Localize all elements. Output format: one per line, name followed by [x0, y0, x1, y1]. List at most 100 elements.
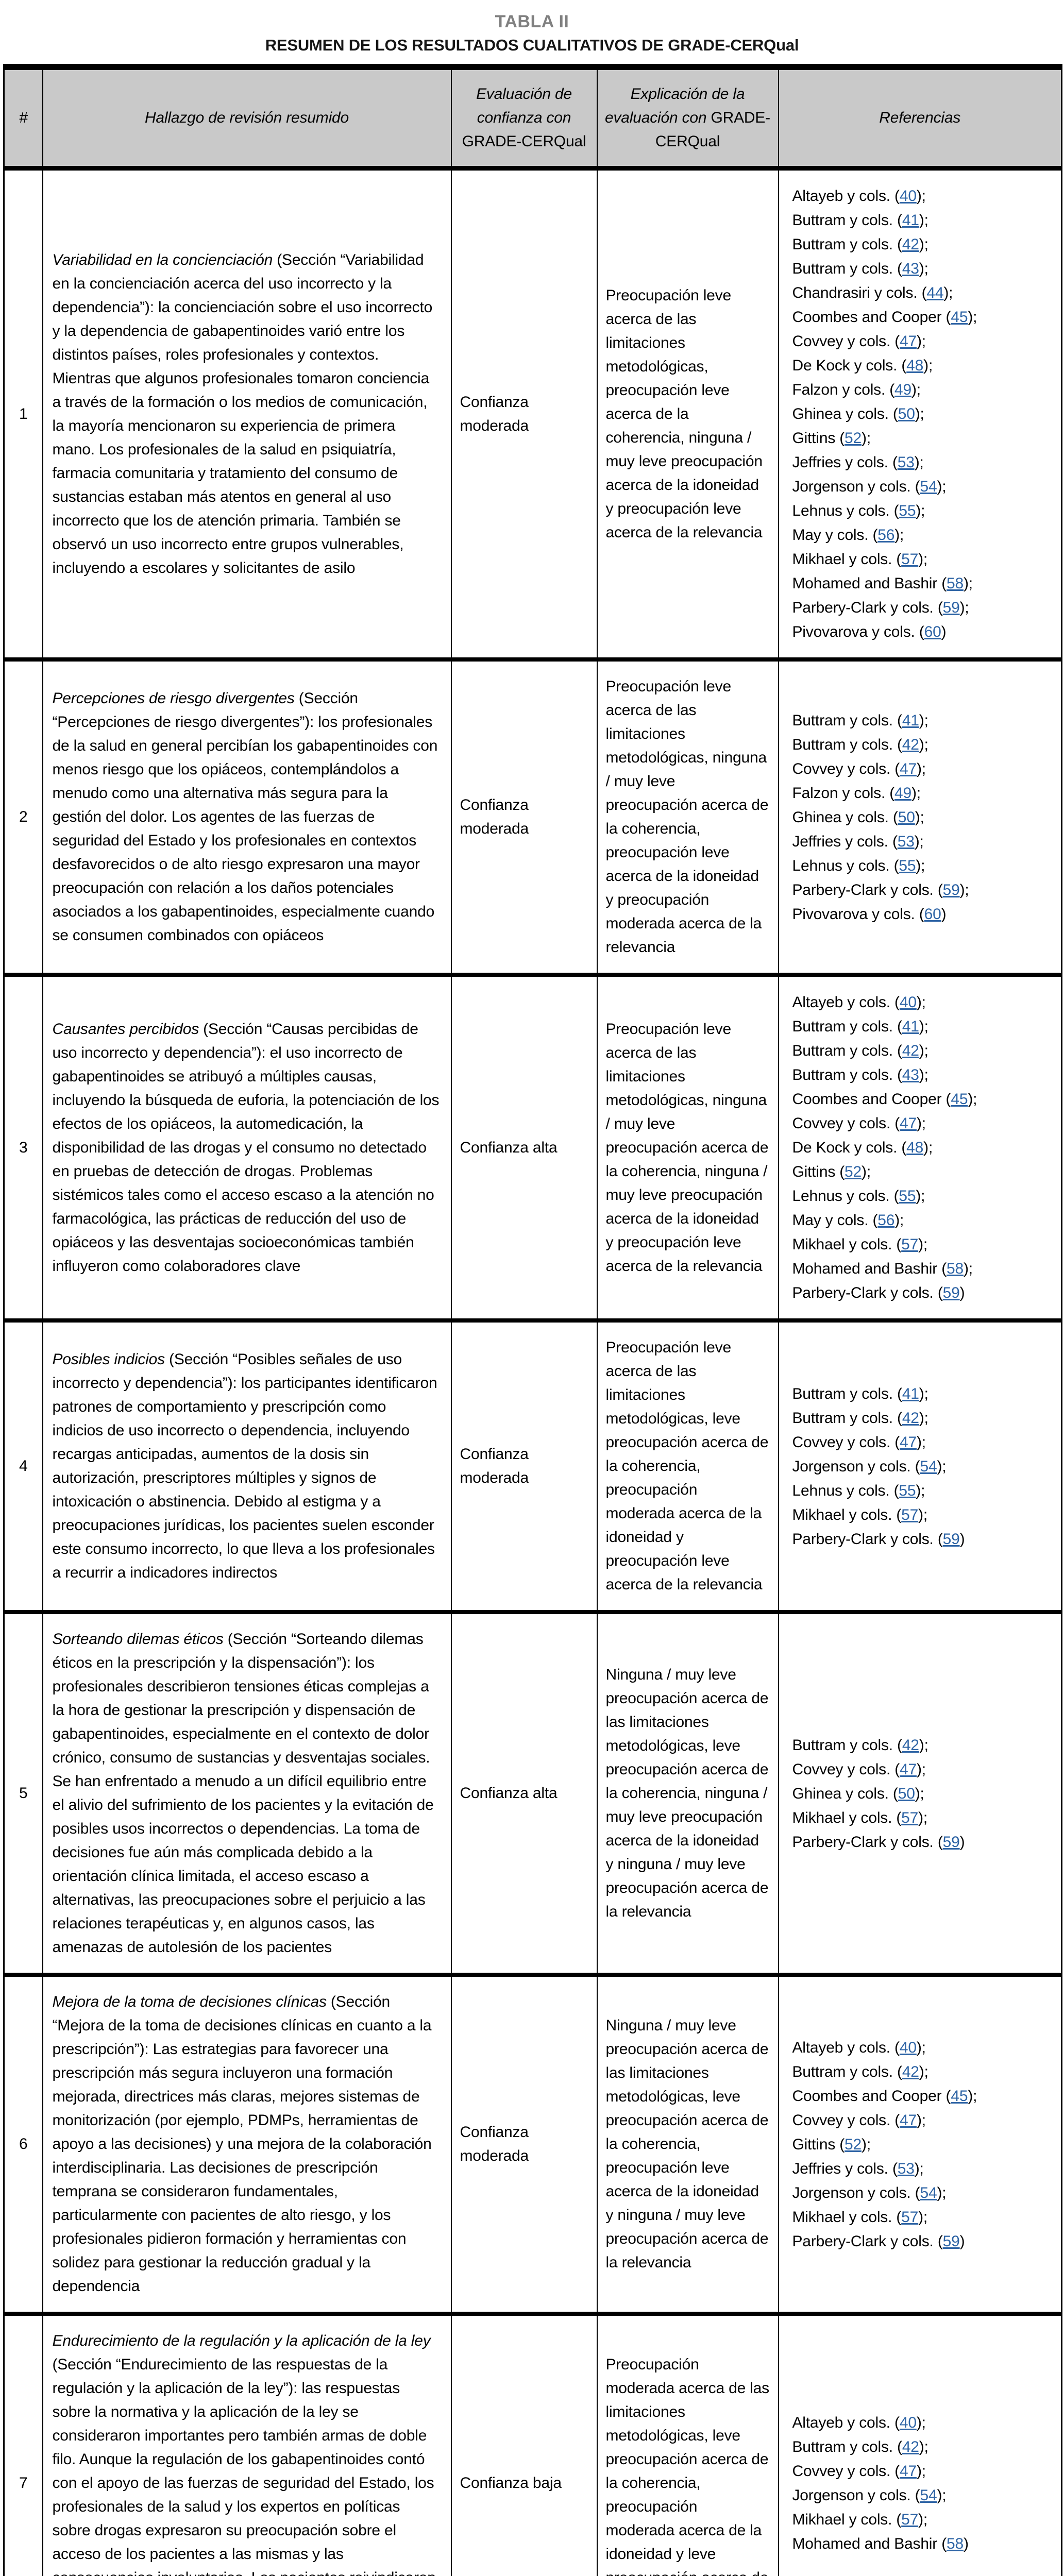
reference-item: Covvey y cols. (47); — [792, 2111, 926, 2129]
reference-link[interactable]: 40 — [899, 994, 917, 1011]
reference-link[interactable]: 55 — [899, 502, 916, 519]
reference-link[interactable]: 54 — [920, 2184, 937, 2201]
reference-link[interactable]: 47 — [900, 760, 917, 777]
table-row: 5 Sorteando dilemas éticos (Sección “Sor… — [4, 1610, 1062, 1975]
reference-link[interactable]: 43 — [902, 1066, 919, 1083]
reference-link[interactable]: 55 — [899, 1482, 916, 1499]
reference-link[interactable]: 42 — [902, 1736, 919, 1754]
reference-link[interactable]: 50 — [898, 405, 915, 422]
reference-item: Covvey y cols. (47); — [792, 760, 926, 777]
reference-link[interactable]: 47 — [900, 2111, 917, 2129]
reference-link[interactable]: 57 — [901, 1809, 919, 1826]
reference-link[interactable]: 45 — [951, 309, 968, 326]
reference-link[interactable]: 57 — [901, 1506, 919, 1523]
reference-item: Mikhael y cols. (57); — [792, 551, 928, 568]
reference-link[interactable]: 48 — [906, 1139, 924, 1156]
reference-link[interactable]: 41 — [902, 1018, 919, 1035]
references-cell: Altayeb y cols. (40); Buttram y cols. (41… — [778, 168, 1062, 659]
reference-link[interactable]: 58 — [947, 575, 964, 592]
reference-link[interactable]: 55 — [899, 1188, 916, 1205]
reference-link[interactable]: 49 — [894, 784, 912, 802]
reference-link[interactable]: 59 — [942, 2232, 960, 2250]
reference-item: Buttram y cols. (43); — [792, 260, 928, 277]
reference-link[interactable]: 40 — [899, 2414, 917, 2431]
table-caption: TABLA II RESUMEN DE LOS RESULTADOS CUALI… — [0, 0, 1064, 56]
reference-link[interactable]: 59 — [942, 881, 960, 899]
reference-item: Mohamed and Bashir (58) — [792, 2535, 969, 2552]
reference-link[interactable]: 57 — [901, 2511, 919, 2528]
reference-link[interactable]: 42 — [902, 1042, 919, 1059]
reference-link[interactable]: 50 — [898, 1785, 915, 1802]
reference-item: Parbery-Clark y cols. (59) — [792, 1833, 965, 1851]
reference-link[interactable]: 44 — [926, 284, 944, 301]
reference-link[interactable]: 48 — [906, 357, 924, 374]
finding-rest: (Sección “Posibles señales de uso incorr… — [52, 1351, 437, 1581]
reference-link[interactable]: 42 — [902, 2438, 919, 2455]
reference-link[interactable]: 53 — [897, 833, 915, 850]
reference-link[interactable]: 47 — [900, 1433, 917, 1451]
reference-item: Mohamed and Bashir (58); — [792, 575, 973, 592]
reference-link[interactable]: 54 — [920, 2487, 937, 2504]
reference-link[interactable]: 41 — [902, 711, 919, 729]
reference-item: Coombes and Cooper (45); — [792, 2087, 977, 2105]
reference-item: Buttram y cols. (42); — [792, 1736, 928, 1754]
reference-link[interactable]: 41 — [902, 212, 919, 229]
reference-link[interactable]: 60 — [924, 905, 941, 923]
reference-link[interactable]: 42 — [902, 236, 919, 253]
reference-link[interactable]: 42 — [902, 1409, 919, 1427]
reference-item: Covvey y cols. (47); — [792, 333, 926, 350]
reference-item: Buttram y cols. (41); — [792, 1385, 928, 1402]
reference-link[interactable]: 52 — [845, 430, 862, 447]
reference-link[interactable]: 47 — [900, 2463, 917, 2480]
reference-link[interactable]: 45 — [951, 1091, 968, 1108]
finding-lead: Percepciones de riesgo divergentes — [52, 690, 295, 707]
reference-item: May y cols. (56); — [792, 527, 904, 544]
reference-link[interactable]: 55 — [899, 857, 916, 874]
finding-cell: Causantes percibidos (Sección “Causas pe… — [42, 973, 451, 1320]
reference-link[interactable]: 59 — [942, 599, 960, 616]
reference-link[interactable]: 58 — [947, 2535, 964, 2552]
reference-item: Ghinea y cols. (50); — [792, 405, 924, 422]
reference-link[interactable]: 47 — [900, 333, 917, 350]
reference-link[interactable]: 57 — [901, 551, 919, 568]
reference-item: Buttram y cols. (42); — [792, 736, 928, 753]
reference-link[interactable]: 52 — [845, 1163, 862, 1180]
row-number: 6 — [4, 1973, 43, 2314]
confidence-cell: Confianza baja — [450, 2312, 597, 2576]
finding-cell: Variabilidad en la concienciación (Secci… — [42, 168, 451, 659]
reference-link[interactable]: 54 — [920, 478, 937, 495]
reference-link[interactable]: 49 — [894, 381, 912, 398]
reference-link[interactable]: 42 — [902, 2063, 919, 2080]
references-cell: Altayeb y cols. (40); Buttram y cols. (41… — [778, 973, 1062, 1320]
reference-link[interactable]: 58 — [947, 1260, 964, 1277]
reference-link[interactable]: 42 — [902, 736, 919, 753]
reference-link[interactable]: 47 — [900, 1760, 917, 1778]
reference-link[interactable]: 60 — [924, 623, 941, 640]
reference-link[interactable]: 57 — [901, 2208, 919, 2226]
finding-rest: (Sección “Variabilidad en la concienciac… — [52, 251, 433, 577]
reference-link[interactable]: 59 — [942, 1833, 960, 1851]
reference-link[interactable]: 59 — [942, 1530, 960, 1548]
reference-link[interactable]: 40 — [899, 188, 917, 205]
reference-link[interactable]: 53 — [897, 2160, 915, 2177]
reference-link[interactable]: 43 — [902, 260, 919, 277]
reference-link[interactable]: 53 — [897, 454, 915, 471]
finding-rest: (Sección “Endurecimiento de las respuest… — [52, 2356, 436, 2576]
reference-link[interactable]: 54 — [920, 1458, 937, 1475]
row-number: 7 — [4, 2312, 43, 2576]
reference-link[interactable]: 52 — [845, 2136, 862, 2153]
reference-link[interactable]: 56 — [877, 1212, 895, 1229]
reference-link[interactable]: 57 — [901, 1236, 919, 1253]
reference-item: Jorgenson y cols. (54); — [792, 1458, 947, 1475]
reference-link[interactable]: 56 — [877, 527, 895, 544]
reference-link[interactable]: 41 — [902, 1385, 919, 1402]
reference-item: Gittins (52); — [792, 1163, 871, 1180]
reference-link[interactable]: 50 — [898, 808, 915, 826]
reference-link[interactable]: 59 — [942, 1284, 960, 1301]
reference-item: Gittins (52); — [792, 430, 871, 447]
references-cell: Altayeb y cols. (40); Buttram y cols. (42… — [778, 2312, 1062, 2576]
reference-link[interactable]: 47 — [900, 1115, 917, 1132]
reference-link[interactable]: 40 — [899, 2039, 917, 2056]
reference-link[interactable]: 45 — [951, 2087, 968, 2105]
